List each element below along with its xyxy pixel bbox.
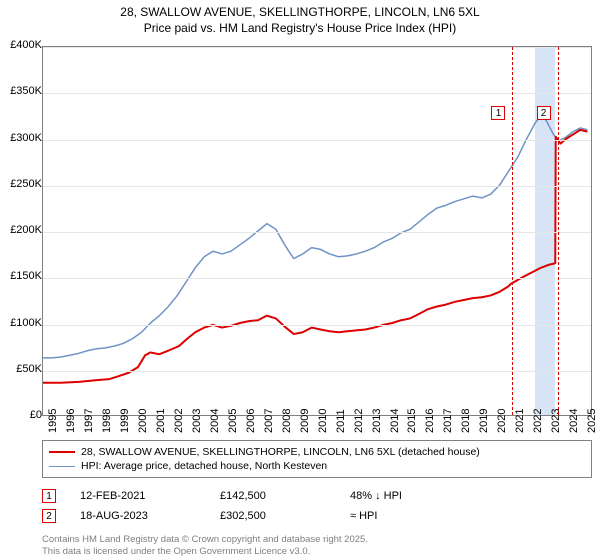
title-line-1: 28, SWALLOW AVENUE, SKELLINGTHORPE, LINC… (0, 4, 600, 20)
copyright-line-1: Contains HM Land Registry data © Crown c… (42, 534, 592, 546)
legend-swatch (49, 466, 75, 467)
legend-box: 28, SWALLOW AVENUE, SKELLINGTHORPE, LINC… (42, 440, 592, 478)
x-axis-label: 2008 (281, 409, 293, 433)
marker-badge: 2 (537, 106, 551, 120)
legend-item: HPI: Average price, detached house, Nort… (49, 459, 585, 473)
gridline-h (43, 140, 591, 141)
legend-label: HPI: Average price, detached house, Nort… (81, 460, 327, 472)
transaction-row: 2 18-AUG-2023£302,500≈ HPI (42, 506, 592, 526)
chart-svg (43, 47, 591, 415)
transaction-price: £142,500 (220, 490, 350, 502)
y-axis-label: £400K (2, 39, 42, 51)
title-line-2: Price paid vs. HM Land Registry's House … (0, 20, 600, 36)
transaction-row: 1 12-FEB-2021£142,50048% ↓ HPI (42, 486, 592, 506)
x-axis-label: 1998 (101, 409, 113, 433)
x-axis-label: 1997 (83, 409, 95, 433)
marker-line (512, 47, 513, 415)
x-axis-label: 2014 (389, 409, 401, 433)
transaction-delta: 48% ↓ HPI (350, 490, 470, 502)
plot-area: 1995199619971998199920002001200220032004… (42, 46, 592, 416)
legend-item: 28, SWALLOW AVENUE, SKELLINGTHORPE, LINC… (49, 445, 585, 459)
x-axis-label: 2006 (245, 409, 257, 433)
x-axis-label: 1999 (119, 409, 131, 433)
x-axis-label: 2017 (442, 409, 454, 433)
x-axis-label: 2011 (335, 409, 347, 433)
y-axis-label: £100K (2, 317, 42, 329)
copyright-line-2: This data is licensed under the Open Gov… (42, 546, 592, 558)
x-axis-label: 2010 (317, 409, 329, 433)
transaction-marker-badge: 1 (42, 489, 56, 503)
marker-badge: 1 (491, 106, 505, 120)
legend-swatch (49, 451, 75, 453)
legend-label: 28, SWALLOW AVENUE, SKELLINGTHORPE, LINC… (81, 446, 480, 458)
y-axis-label: £50K (2, 363, 42, 375)
y-axis-label: £0 (2, 409, 42, 421)
y-axis-label: £200K (2, 224, 42, 236)
x-axis-label: 2025 (586, 409, 598, 433)
x-axis-label: 2021 (514, 409, 526, 433)
x-axis-label: 2022 (532, 409, 544, 433)
y-axis-label: £250K (2, 178, 42, 190)
x-axis-label: 2012 (353, 409, 365, 433)
transaction-marker-badge: 2 (42, 509, 56, 523)
x-axis-label: 2020 (496, 409, 508, 433)
x-axis-label: 2004 (209, 409, 221, 433)
x-axis-label: 1995 (47, 409, 59, 433)
x-axis-label: 2015 (406, 409, 418, 433)
x-axis-label: 2002 (173, 409, 185, 433)
series-price_paid (43, 130, 587, 383)
marker-line (558, 47, 559, 415)
x-axis-label: 2009 (299, 409, 311, 433)
x-axis-label: 2007 (263, 409, 275, 433)
x-axis-label: 2023 (550, 409, 562, 433)
gridline-h (43, 325, 591, 326)
gridline-h (43, 93, 591, 94)
gridline-h (43, 232, 591, 233)
x-axis-label: 2003 (191, 409, 203, 433)
x-axis-label: 2001 (155, 409, 167, 433)
y-axis-label: £350K (2, 85, 42, 97)
transactions-table: 1 12-FEB-2021£142,50048% ↓ HPI 2 18-AUG-202… (42, 486, 592, 526)
x-axis-label: 2005 (227, 409, 239, 433)
transaction-delta: ≈ HPI (350, 510, 470, 522)
gridline-h (43, 278, 591, 279)
x-axis-label: 2016 (424, 409, 436, 433)
transaction-date: 18-AUG-2023 (80, 510, 220, 522)
x-axis-label: 2018 (460, 409, 472, 433)
title-block: 28, SWALLOW AVENUE, SKELLINGTHORPE, LINC… (0, 0, 600, 36)
series-hpi (43, 116, 587, 358)
transaction-date: 12-FEB-2021 (80, 490, 220, 502)
y-axis-label: £150K (2, 270, 42, 282)
transaction-price: £302,500 (220, 510, 350, 522)
gridline-h (43, 186, 591, 187)
gridline-h (43, 371, 591, 372)
chart-container: 28, SWALLOW AVENUE, SKELLINGTHORPE, LINC… (0, 0, 600, 560)
x-axis-label: 2013 (371, 409, 383, 433)
x-axis-label: 2019 (478, 409, 490, 433)
x-axis-label: 2000 (137, 409, 149, 433)
x-axis-label: 1996 (65, 409, 77, 433)
x-axis-label: 2024 (568, 409, 580, 433)
copyright-notice: Contains HM Land Registry data © Crown c… (42, 534, 592, 558)
y-axis-label: £300K (2, 132, 42, 144)
gridline-h (43, 47, 591, 48)
